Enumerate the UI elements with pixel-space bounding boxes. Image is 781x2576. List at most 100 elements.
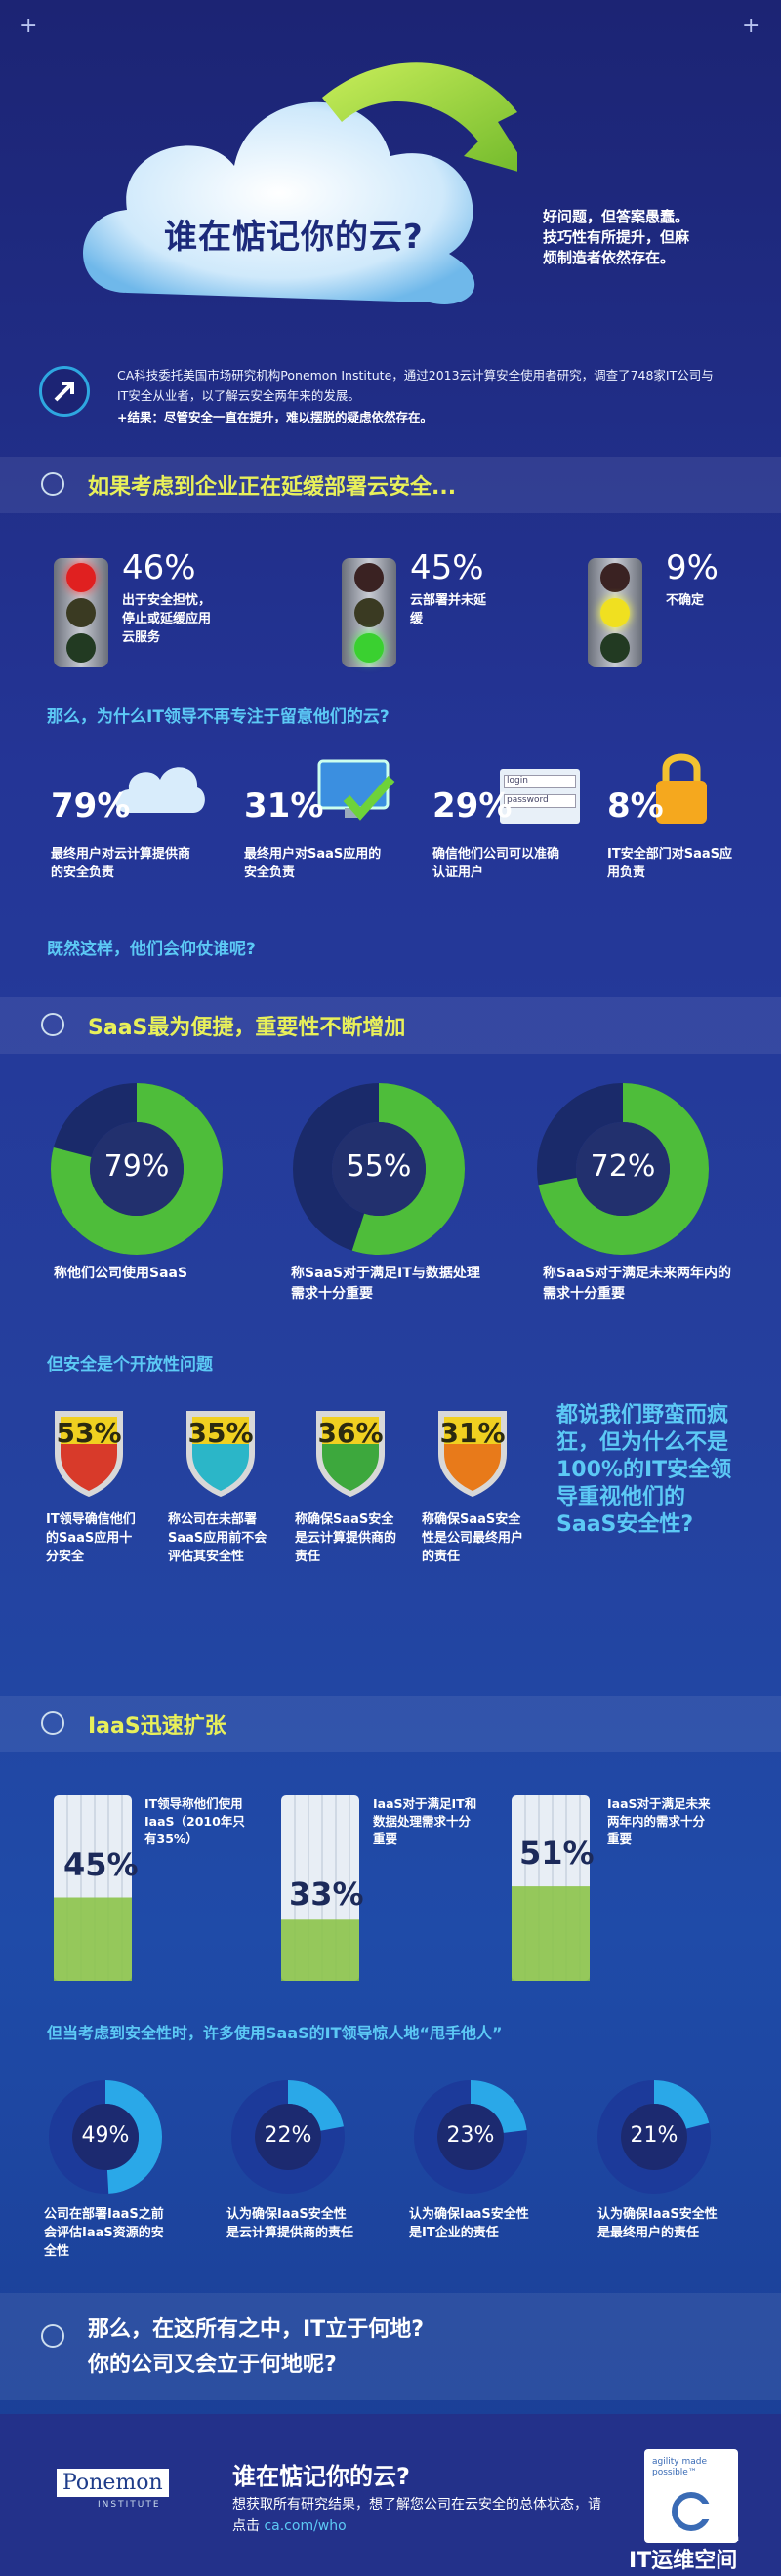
shield-percent: 53% <box>56 1417 122 1449</box>
arrow-circle-icon <box>41 2324 64 2348</box>
shield-icon: 36% <box>312 1405 389 1499</box>
closing-question: 你的公司又会立于何地呢? <box>88 2353 337 2377</box>
traffic-light-icon <box>588 558 642 667</box>
stat-percent: 45% <box>410 548 484 587</box>
donut-caption: 称SaaS对于满足未来两年内的需求十分重要 <box>543 1266 732 1302</box>
shield-caption: 称确保SaaS安全性是公司最终用户的责任 <box>422 1512 524 1564</box>
question-title: 但当考虑到安全性时，许多使用SaaS的IT领导惊人地“甩手他人” <box>47 2024 503 2042</box>
donut-caption: 称他们公司使用SaaS <box>54 1266 188 1281</box>
watermark-url: www.94IP.com <box>652 2531 740 2544</box>
hero-note: 好问题，但答案愚蠢。技巧性有所提升，但麻烦制造者依然存在。 <box>543 208 690 266</box>
donut-percent: 79% <box>103 1149 170 1184</box>
donut-svg <box>293 1083 465 1255</box>
building-bar <box>281 1795 359 1981</box>
reason-percent: 29% <box>432 786 513 825</box>
cloud-icon <box>83 62 517 304</box>
shield-icon: 53% <box>51 1405 127 1499</box>
ring-caption: 公司在部署IaaS之前会评估IaaS资源的安全性 <box>44 2207 164 2259</box>
question-title: 既然这样，他们会仰仗谁呢? <box>47 940 256 959</box>
arrow-circle-icon <box>39 366 90 417</box>
shield-icon: 31% <box>434 1405 511 1499</box>
footer-text: 想获取所有研究结果，想了解您公司在云安全的总体状态，请点击 ca.com/who <box>232 2497 601 2534</box>
watermark-name: IT运维空间 <box>629 2549 738 2573</box>
hero-title: 谁在惦记你的云? <box>164 218 424 257</box>
stat-percent: 46% <box>122 548 196 587</box>
building-percent: 33% <box>289 1875 364 1912</box>
building-bar <box>512 1795 590 1981</box>
intro-text: CA科技委托美国市场研究机构Ponemon Institute，通过2013云计… <box>117 368 714 403</box>
building-bar <box>54 1795 132 1981</box>
plus-corner-icon: + <box>20 14 38 38</box>
traffic-light-icon <box>342 558 396 667</box>
intro-result: +结果：尽管安全一直在提升，难以摆脱的疑虑依然存在。 <box>117 410 432 424</box>
shield-percent: 35% <box>187 1417 254 1449</box>
ring-percent: 22% <box>264 2123 312 2148</box>
reason-caption: 确信他们公司可以准确认证用户 <box>432 847 560 880</box>
section-title: IaaS迅速扩张 <box>88 1714 226 1739</box>
ca-logo-box: agility made possible™ <box>644 2449 738 2543</box>
arrow-circle-icon <box>41 1711 64 1735</box>
ring-caption: 认为确保IaaS安全性是IT企业的责任 <box>409 2207 529 2240</box>
shield-icon: 35% <box>183 1405 259 1499</box>
shield-caption: 称公司在未部署SaaS应用前不会评估其安全性 <box>168 1512 267 1564</box>
closing-question: 那么，在这所有之中，IT立于何地? <box>88 2317 424 2342</box>
ponemon-logo: Ponemon INSTITUTE <box>39 2459 215 2527</box>
donut-svg <box>537 1083 709 1255</box>
stat-percent: 9% <box>666 548 719 587</box>
shield-percent: 36% <box>317 1417 384 1449</box>
building-caption: IaaS对于满足IT和数据处理需求十分重要 <box>373 1796 477 1846</box>
donut-svg <box>51 1083 223 1255</box>
reason-percent: 31% <box>244 786 324 825</box>
arrow-circle-icon <box>41 472 64 496</box>
shield-caption: 称确保SaaS安全是云计算提供商的责任 <box>295 1512 397 1564</box>
ring-percent: 23% <box>446 2123 495 2148</box>
building-caption: IaaS对于满足未来两年内的需求十分重要 <box>607 1796 711 1846</box>
section-band <box>0 457 781 513</box>
donut-caption: 称SaaS对于满足IT与数据处理需求十分重要 <box>291 1266 480 1302</box>
bottom-band <box>0 2293 781 2400</box>
ring-percent: 21% <box>630 2123 678 2148</box>
question-title: 但安全是个开放性问题 <box>47 1355 213 1375</box>
reason-caption: IT安全部门对SaaS应用负责 <box>607 847 732 880</box>
donut-chart: 55% <box>291 1081 467 1257</box>
section-title: 如果考虑到企业正在延缓部署云安全... <box>88 475 457 500</box>
traffic-light-icon <box>54 558 108 667</box>
monitor-check-icon <box>317 759 395 821</box>
reason-caption: 最终用户对SaaS应用的安全负责 <box>244 847 382 880</box>
building-percent: 51% <box>519 1834 595 1872</box>
ca-logo-icon <box>672 2492 713 2531</box>
padlock-icon <box>656 753 707 824</box>
ring-caption: 认为确保IaaS安全性是最终用户的责任 <box>597 2207 718 2240</box>
cloud-icon <box>115 767 205 813</box>
footer-title: 谁在惦记你的云? <box>232 2463 410 2490</box>
building-percent: 45% <box>63 1846 139 1883</box>
building-caption: IT领导称他们使用IaaS（2010年只有35%） <box>144 1796 245 1846</box>
ring-chart: 22% <box>229 2078 347 2195</box>
pull-quote: 都说我们野蛮而疯狂，但为什么不是100%的IT安全领导重视他们的SaaS安全性? <box>556 1403 732 1537</box>
donut-chart: 79% <box>49 1081 225 1257</box>
login-form-icon: login password <box>500 769 580 824</box>
ring-caption: 认为确保IaaS安全性是云计算提供商的责任 <box>226 2207 354 2240</box>
ring-chart: 49% <box>47 2078 164 2195</box>
question-title: 那么，为什么IT领导不再专注于留意他们的云? <box>47 707 390 727</box>
ring-chart: 21% <box>596 2078 713 2195</box>
ring-chart: 23% <box>412 2078 529 2195</box>
section-band <box>0 997 781 1054</box>
reason-percent: 79% <box>51 786 131 825</box>
reason-caption: 最终用户对云计算提供商的安全负责 <box>51 847 191 880</box>
donut-percent: 72% <box>590 1149 656 1184</box>
reason-percent: 8% <box>607 786 664 825</box>
stat-caption: 云部署并未延缓 <box>410 593 487 626</box>
shield-percent: 31% <box>439 1417 506 1449</box>
shield-caption: IT领导确信他们的SaaS应用十分安全 <box>46 1512 136 1564</box>
stat-caption: 出于安全担忧，停止或延缓应用云服务 <box>122 593 212 645</box>
plus-corner-icon: + <box>742 14 760 38</box>
stat-caption: 不确定 <box>666 593 705 608</box>
donut-percent: 55% <box>346 1149 412 1184</box>
donut-chart: 72% <box>535 1081 711 1257</box>
ring-percent: 49% <box>81 2123 130 2148</box>
section-band <box>0 1696 781 1752</box>
footer-link[interactable]: ca.com/who <box>264 2518 347 2534</box>
arrow-circle-icon <box>41 1013 64 1036</box>
